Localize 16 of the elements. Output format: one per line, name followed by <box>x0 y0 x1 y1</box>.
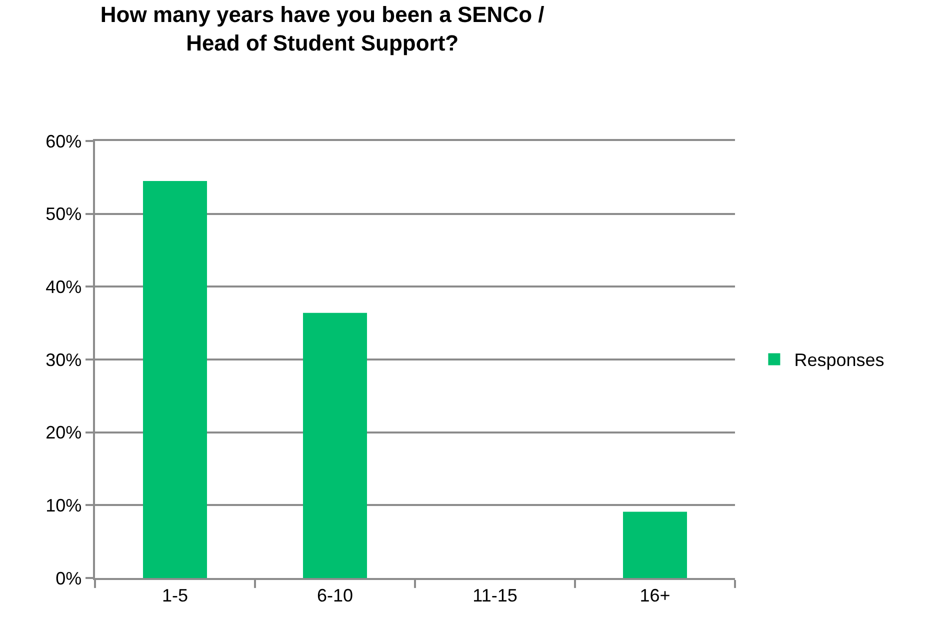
y-tick-label: 40% <box>46 276 82 297</box>
legend-label: Responses <box>794 350 884 370</box>
y-tick-label: 20% <box>46 422 82 443</box>
y-tick-label: 0% <box>56 568 82 588</box>
y-tick-label: 60% <box>46 131 82 152</box>
x-tick-label: 6-10 <box>316 585 354 606</box>
bar <box>143 181 207 578</box>
x-tick-label: 11-15 <box>472 585 518 606</box>
x-tick-label: 16+ <box>640 585 670 606</box>
x-tick-label: 1-5 <box>162 585 188 606</box>
bar <box>623 512 687 578</box>
bar <box>303 312 367 578</box>
y-tick-label: 50% <box>46 204 82 224</box>
y-tick-label: 10% <box>46 495 82 516</box>
y-tick-label: 30% <box>46 350 82 370</box>
chart-title: How many years have you been a SENCo / Head of Student Support? <box>100 2 544 56</box>
